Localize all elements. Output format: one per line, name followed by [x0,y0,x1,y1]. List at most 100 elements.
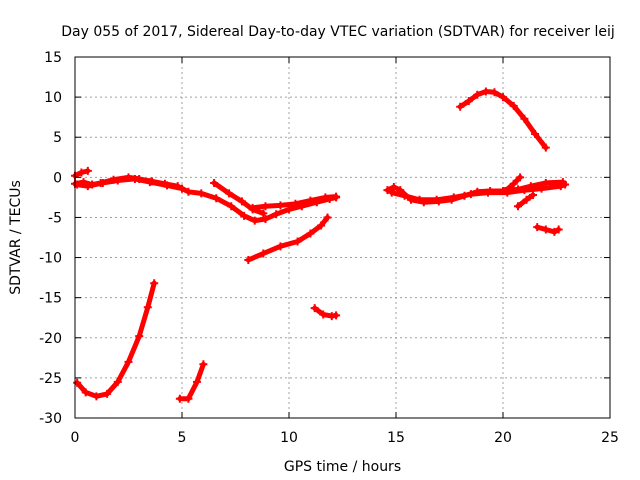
data-point [73,180,82,189]
data-point [389,182,398,191]
data-point [199,360,208,369]
x-tick-label: 10 [280,430,298,446]
data-point [272,210,281,219]
data-point [310,304,319,313]
x-tick-label: 25 [601,430,619,446]
data-point [541,225,550,234]
data-point [513,202,522,211]
data-point [332,311,341,320]
series-line-s15 [534,224,562,235]
grid [75,57,610,418]
data-point [113,176,122,185]
data-point [212,194,221,203]
data-point [113,377,122,386]
data-point [520,186,529,195]
y-tick-label: -30 [39,411,62,427]
series-line-s1 [72,174,339,224]
data-point [98,178,107,187]
data-point [124,357,133,366]
data-point [490,88,499,97]
data-point [175,394,184,403]
y-tick-label: -5 [48,210,62,226]
data-point [261,215,270,224]
data-point [227,202,236,211]
data-point [192,377,201,386]
data-point [306,229,315,238]
data-point [184,394,193,403]
data-point [481,87,490,96]
data-point [83,182,92,191]
data-point [259,209,268,218]
series-line-s14 [457,89,549,151]
series-line-s8 [74,280,157,399]
data-point [531,130,540,139]
data-point [197,189,206,198]
data-point [522,195,531,204]
data-point [150,279,159,288]
data-point [449,193,458,202]
data-point [92,392,101,401]
data-point [464,97,473,106]
data-point [291,199,300,208]
data-point [528,190,537,199]
chart-title: Day 055 of 2017, Sidereal Day-to-day VTE… [61,24,615,40]
data-point [400,191,409,200]
data-point [103,389,112,398]
data-point [561,180,570,189]
x-axis-title: GPS time / hours [284,459,401,475]
data-point [130,174,139,183]
data-point [163,181,172,190]
data-point [323,213,332,222]
data-point [456,102,465,111]
data-point [135,332,144,341]
y-tick-label: 5 [53,130,62,146]
data-point [276,242,285,251]
y-tick-label: -15 [39,291,62,307]
data-point [554,225,563,234]
x-tick-label: 5 [178,430,187,446]
data-point [225,189,234,198]
data-point [143,303,152,312]
data-point [261,202,270,211]
data-point [541,143,550,152]
data-point [415,195,424,204]
x-tick-label: 0 [71,430,80,446]
y-tick-label: 15 [44,50,62,66]
y-tick-label: 10 [44,90,62,106]
data-point [321,193,330,202]
data-point [73,378,82,387]
y-tick-label: -20 [39,331,62,347]
data-point [501,186,510,195]
x-tick-label: 20 [494,430,512,446]
data-point [332,192,341,201]
data-point [556,182,565,191]
data-point [473,90,482,99]
data-point [178,184,186,193]
y-axis-title: SDTVAR / TECUs [8,180,24,295]
y-tick-label: -10 [39,251,62,267]
y-tick-label: -25 [39,371,62,387]
data-point [210,178,219,187]
data-point [293,237,302,246]
data-point [83,166,92,175]
data-point [537,184,546,193]
y-tick-label: 0 [53,170,62,186]
axis-ticks: 0 5 10 15 20 25 15 10 5 0 -5 -10 -15 -20 -25 -30 [39,50,619,446]
data-point [250,216,259,225]
series-line-s11 [389,182,568,203]
x-tick-label: 15 [387,430,405,446]
data-point [276,201,285,210]
data-point [509,101,518,110]
data-point [383,186,392,195]
series-group [71,87,570,403]
data-point [520,114,529,123]
data-point [533,223,542,232]
data-point [77,168,86,177]
data-point [145,178,154,187]
data-point [81,388,90,397]
data-point [509,179,518,188]
plot-frame [74,56,611,419]
data-point [484,188,493,197]
data-point [516,173,525,182]
